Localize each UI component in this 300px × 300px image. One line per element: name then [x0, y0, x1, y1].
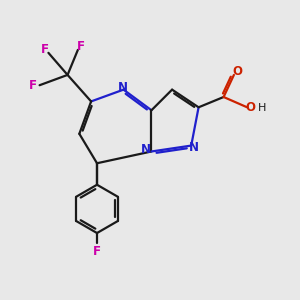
Text: H: H	[258, 103, 266, 113]
Text: F: F	[93, 245, 101, 258]
Text: F: F	[41, 43, 49, 56]
Text: O: O	[246, 101, 256, 114]
Text: F: F	[77, 40, 85, 53]
Text: O: O	[232, 65, 242, 78]
Text: N: N	[141, 143, 151, 157]
Text: N: N	[118, 81, 128, 94]
Text: F: F	[29, 79, 37, 92]
Text: N: N	[189, 141, 199, 154]
